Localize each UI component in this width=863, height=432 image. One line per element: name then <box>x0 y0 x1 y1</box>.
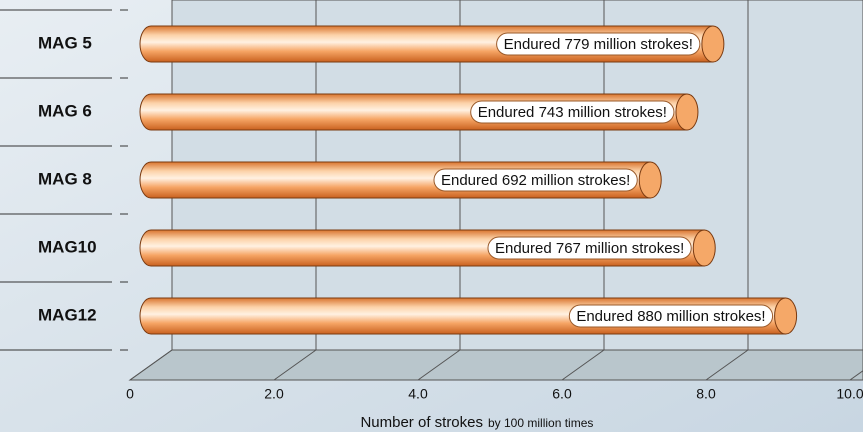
y-tick-label: MAG 8 <box>38 169 92 188</box>
x-axis-title: Number of strokes <box>360 414 483 431</box>
chart: Number of strokes by 100 million times 0… <box>0 0 863 432</box>
bar-end <box>775 298 797 334</box>
x-tick-label: 0 <box>126 386 134 402</box>
y-tick-label: MAG10 <box>38 237 97 256</box>
x-tick-label: 10.0 <box>836 386 863 402</box>
x-tick-label: 4.0 <box>408 386 428 402</box>
value-label: Endured 767 million strokes! <box>495 240 684 257</box>
value-label: Endured 880 million strokes! <box>576 308 765 325</box>
bar-end <box>693 230 715 266</box>
plot-floor <box>130 350 863 380</box>
bar-end <box>702 26 724 62</box>
value-label: Endured 779 million strokes! <box>504 36 693 53</box>
bar-end <box>676 94 698 130</box>
x-tick-label: 2.0 <box>264 386 284 402</box>
x-tick-label: 8.0 <box>696 386 716 402</box>
value-label: Endured 743 million strokes! <box>478 104 667 121</box>
y-tick-label: MAG12 <box>38 305 97 324</box>
y-tick-label: MAG 6 <box>38 101 92 120</box>
value-label: Endured 692 million strokes! <box>441 172 630 189</box>
x-axis-unit: by 100 million times <box>488 416 593 430</box>
x-tick-label: 6.0 <box>552 386 572 402</box>
y-tick-label: MAG 5 <box>38 33 92 52</box>
bar-end <box>639 162 661 198</box>
